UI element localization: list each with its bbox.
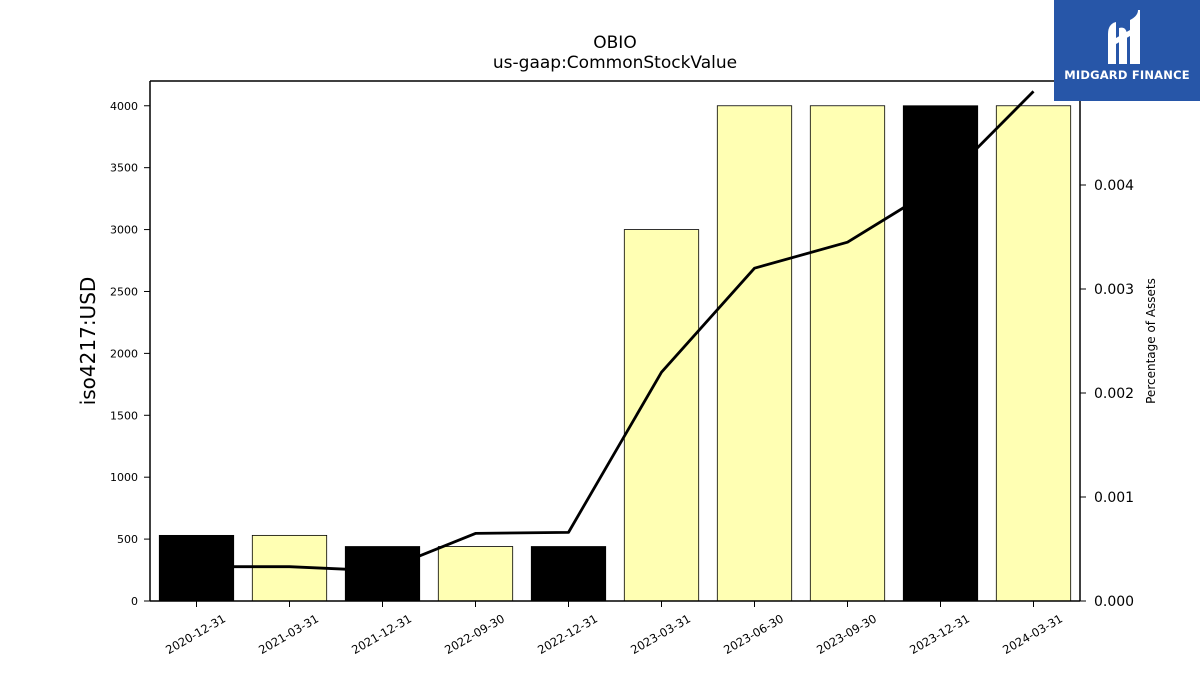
y-tick-label: 3500 bbox=[110, 162, 138, 175]
y-tick-label: 2500 bbox=[110, 285, 138, 298]
x-tick-label: 2020-12-31 bbox=[163, 611, 228, 657]
x-tick-label: 2023-12-31 bbox=[907, 611, 972, 657]
y2-tick-label: 0.004 bbox=[1094, 178, 1134, 194]
bar bbox=[995, 105, 1072, 602]
x-tick-label: 2023-06-30 bbox=[721, 611, 786, 657]
y2-tick-label: 0.000 bbox=[1094, 594, 1134, 610]
x-tick-label: 2024-03-31 bbox=[1000, 611, 1065, 657]
bar bbox=[344, 546, 421, 602]
bar bbox=[437, 546, 514, 602]
brand-name: MIDGARD FINANCE bbox=[1064, 68, 1190, 82]
x-tick-label: 2022-12-31 bbox=[535, 611, 600, 657]
y-tick-label: 1000 bbox=[110, 471, 138, 484]
y-tick-label: 0 bbox=[131, 595, 138, 608]
y-tick-label: 1500 bbox=[110, 409, 138, 422]
bar bbox=[530, 546, 607, 602]
bar bbox=[158, 534, 235, 602]
y2-tick-label: 0.001 bbox=[1094, 490, 1134, 506]
chart-subtitle: us-gaap:CommonStockValue bbox=[493, 53, 737, 73]
y2-axis-label: Percentage of Assets bbox=[1144, 278, 1158, 404]
brand-logo: MIDGARD FINANCE bbox=[1054, 0, 1200, 101]
y2-tick-label: 0.002 bbox=[1094, 386, 1134, 402]
x-tick-label: 2022-09-30 bbox=[442, 611, 507, 657]
y2-tick-label: 0.003 bbox=[1094, 282, 1134, 298]
y-tick-label: 3000 bbox=[110, 224, 138, 237]
bar bbox=[902, 105, 979, 602]
bar bbox=[809, 105, 886, 602]
x-tick-label: 2021-12-31 bbox=[349, 611, 414, 657]
logo-mark-icon bbox=[1108, 10, 1140, 65]
x-tick-label: 2023-09-30 bbox=[814, 611, 879, 657]
y-tick-label: 2000 bbox=[110, 347, 138, 360]
x-tick-label: 2021-03-31 bbox=[256, 611, 321, 657]
bar bbox=[716, 105, 793, 602]
y-axis-label: iso4217:USD bbox=[76, 277, 100, 406]
y-tick-label: 500 bbox=[117, 533, 138, 546]
x-tick-label: 2023-03-31 bbox=[628, 611, 693, 657]
series-line bbox=[196, 90, 1035, 573]
plot-area: 0 500 1000 1500 2000 2500 3000 3500 4000 0.000 0.0… bbox=[110, 80, 1134, 657]
y-tick-label: 4000 bbox=[110, 100, 138, 113]
chart-title: OBIO bbox=[593, 33, 636, 53]
